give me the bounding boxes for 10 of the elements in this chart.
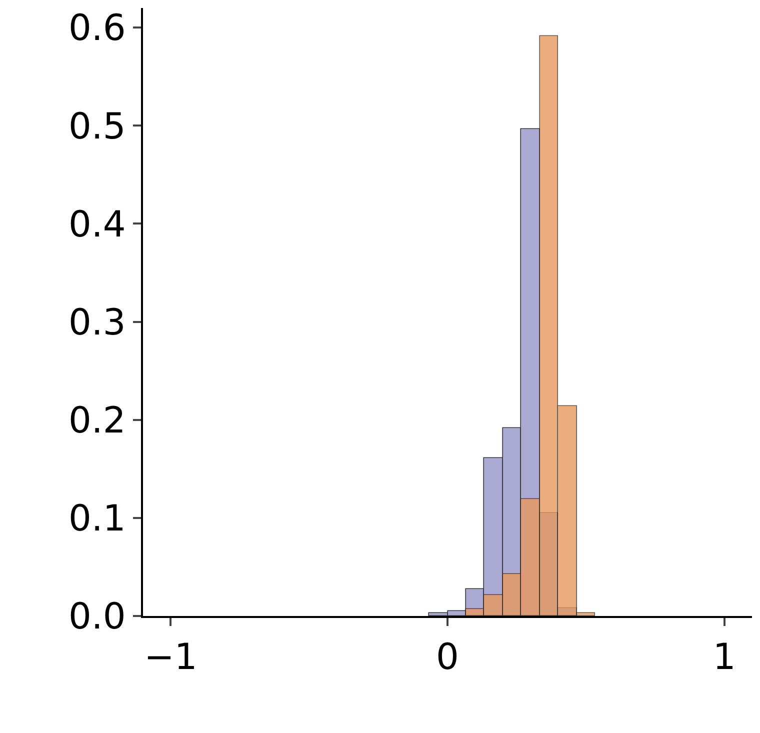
y-tick-label: 0.6 xyxy=(68,8,126,50)
x-tick-label: 0 xyxy=(436,637,459,678)
y-tick-label: 0.1 xyxy=(68,498,126,540)
x-tick-label: 1 xyxy=(712,637,736,678)
x-tick-label: −1 xyxy=(144,637,198,678)
y-tick-label: 0.5 xyxy=(68,106,126,148)
y-tick-label: 0.4 xyxy=(68,204,126,246)
y-tick-label: 0.3 xyxy=(68,302,126,344)
y-tick-label: 0.2 xyxy=(68,400,126,442)
y-tick-label: 0.0 xyxy=(68,596,126,638)
